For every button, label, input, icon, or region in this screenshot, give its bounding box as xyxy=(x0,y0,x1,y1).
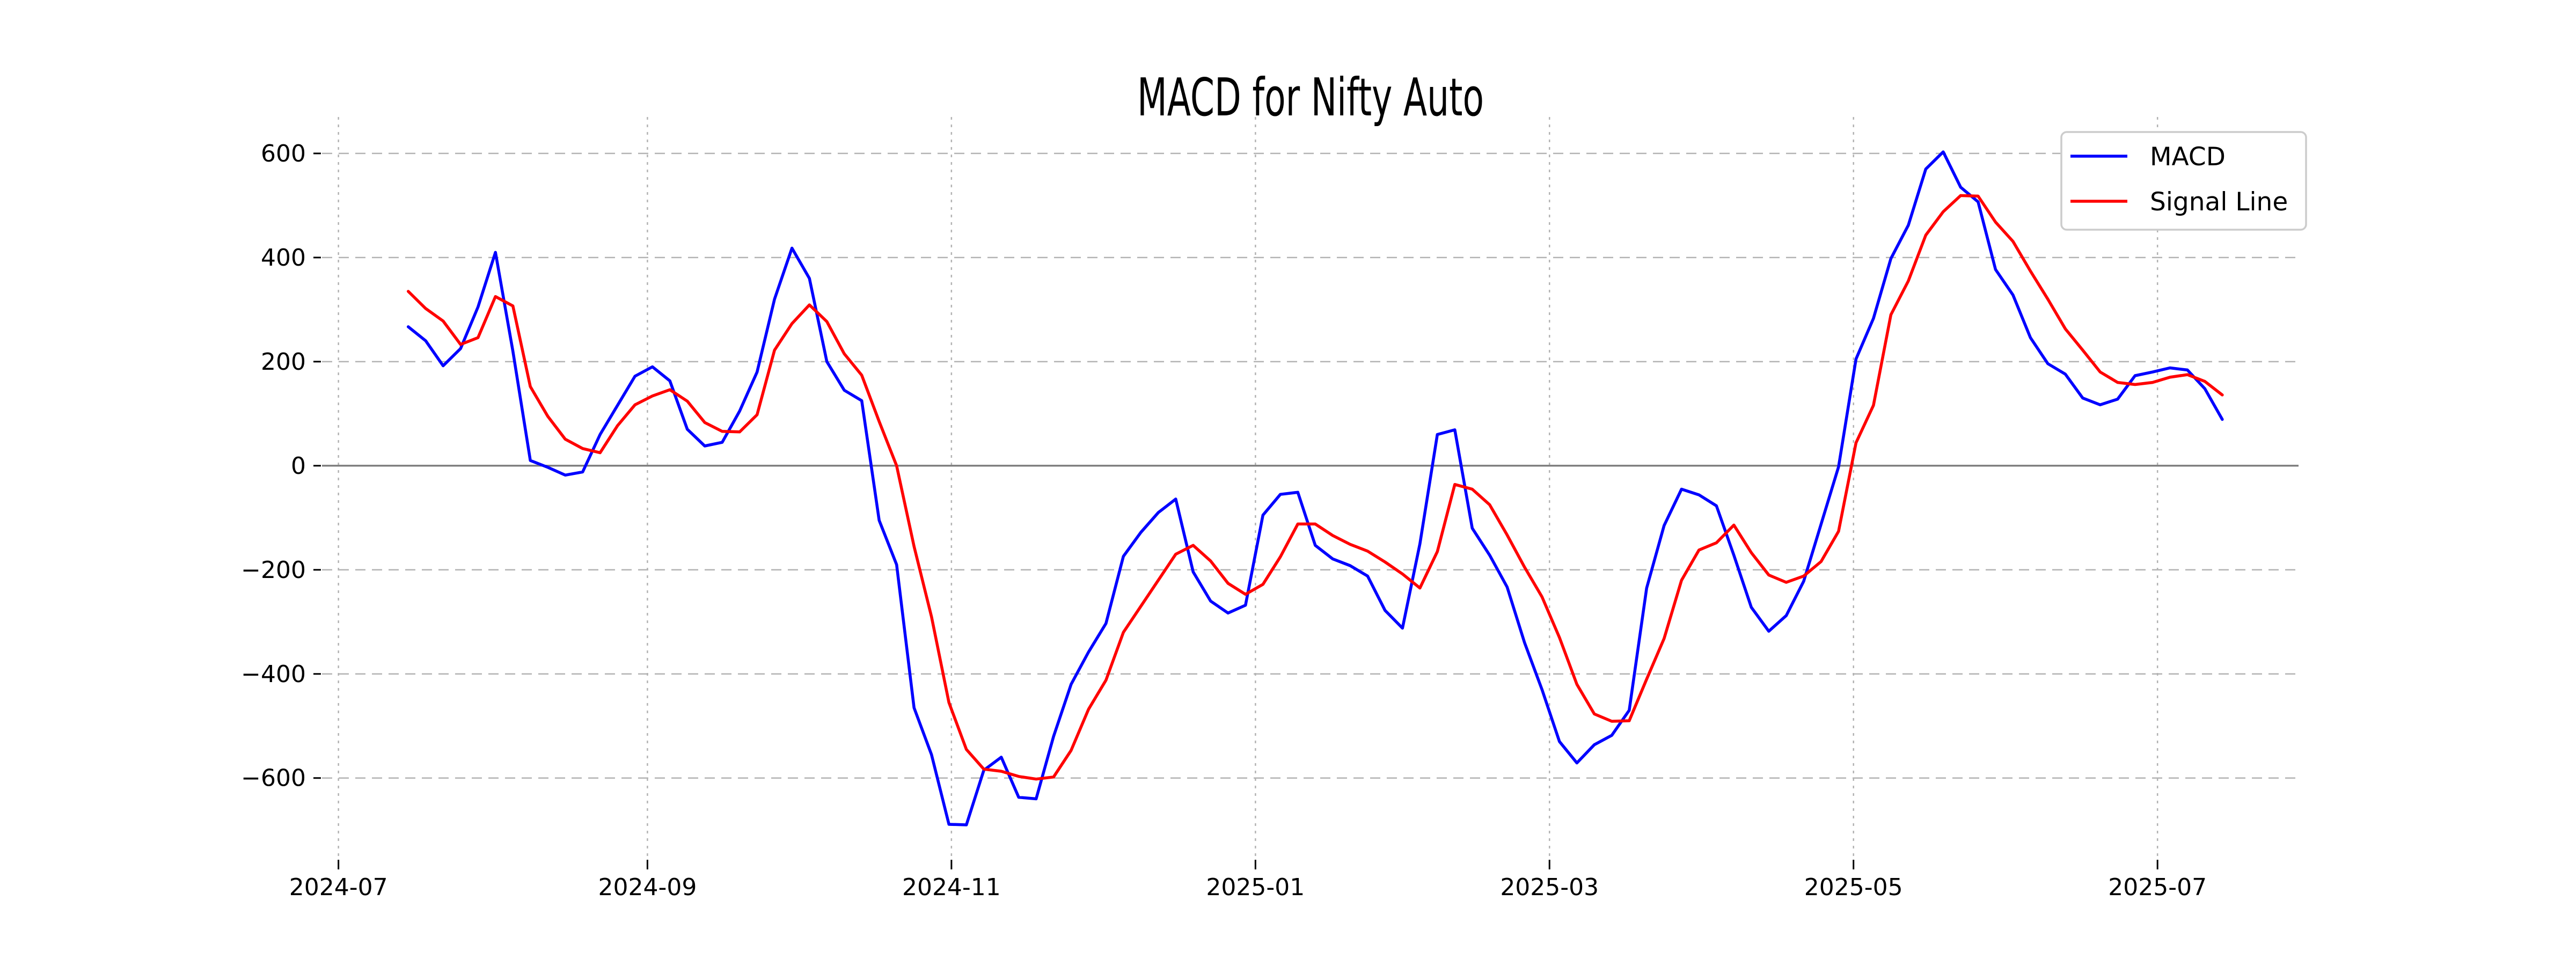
series-line-signal-line xyxy=(406,194,2224,781)
y-tick-label: −400 xyxy=(241,661,306,688)
y-tick-label: 400 xyxy=(261,244,306,272)
y-tick-label: 200 xyxy=(261,348,306,376)
grid-lines xyxy=(322,117,2299,860)
data-series xyxy=(406,150,2224,826)
series-line-macd xyxy=(406,150,2224,826)
x-tick-label: 2025-05 xyxy=(1804,874,1903,901)
legend-signal-label: Signal Line xyxy=(2150,187,2288,217)
y-tick-label: −200 xyxy=(241,557,306,584)
chart-title: MACD for Nifty Auto xyxy=(1137,67,1484,128)
y-tick-labels: 600 400 200 0 −200 −400 −600 xyxy=(241,140,306,792)
legend: MACD Signal Line xyxy=(2060,131,2307,231)
axis-tick-marks xyxy=(313,152,2158,869)
x-tick-label: 2024-11 xyxy=(902,874,1001,901)
x-tick-label: 2025-03 xyxy=(1500,874,1599,901)
x-tick-label: 2025-07 xyxy=(2108,874,2207,901)
x-tick-label: 2024-09 xyxy=(598,874,697,901)
legend-macd-label: MACD xyxy=(2150,142,2226,172)
y-tick-label: −600 xyxy=(241,765,306,792)
x-tick-labels: 2024-07 2024-09 2024-11 2025-01 2025-03 2025-… xyxy=(289,874,2207,901)
x-tick-label: 2025-01 xyxy=(1206,874,1305,901)
y-tick-label: 600 xyxy=(261,140,306,167)
y-tick-label: 0 xyxy=(291,452,306,480)
x-tick-label: 2024-07 xyxy=(289,874,388,901)
